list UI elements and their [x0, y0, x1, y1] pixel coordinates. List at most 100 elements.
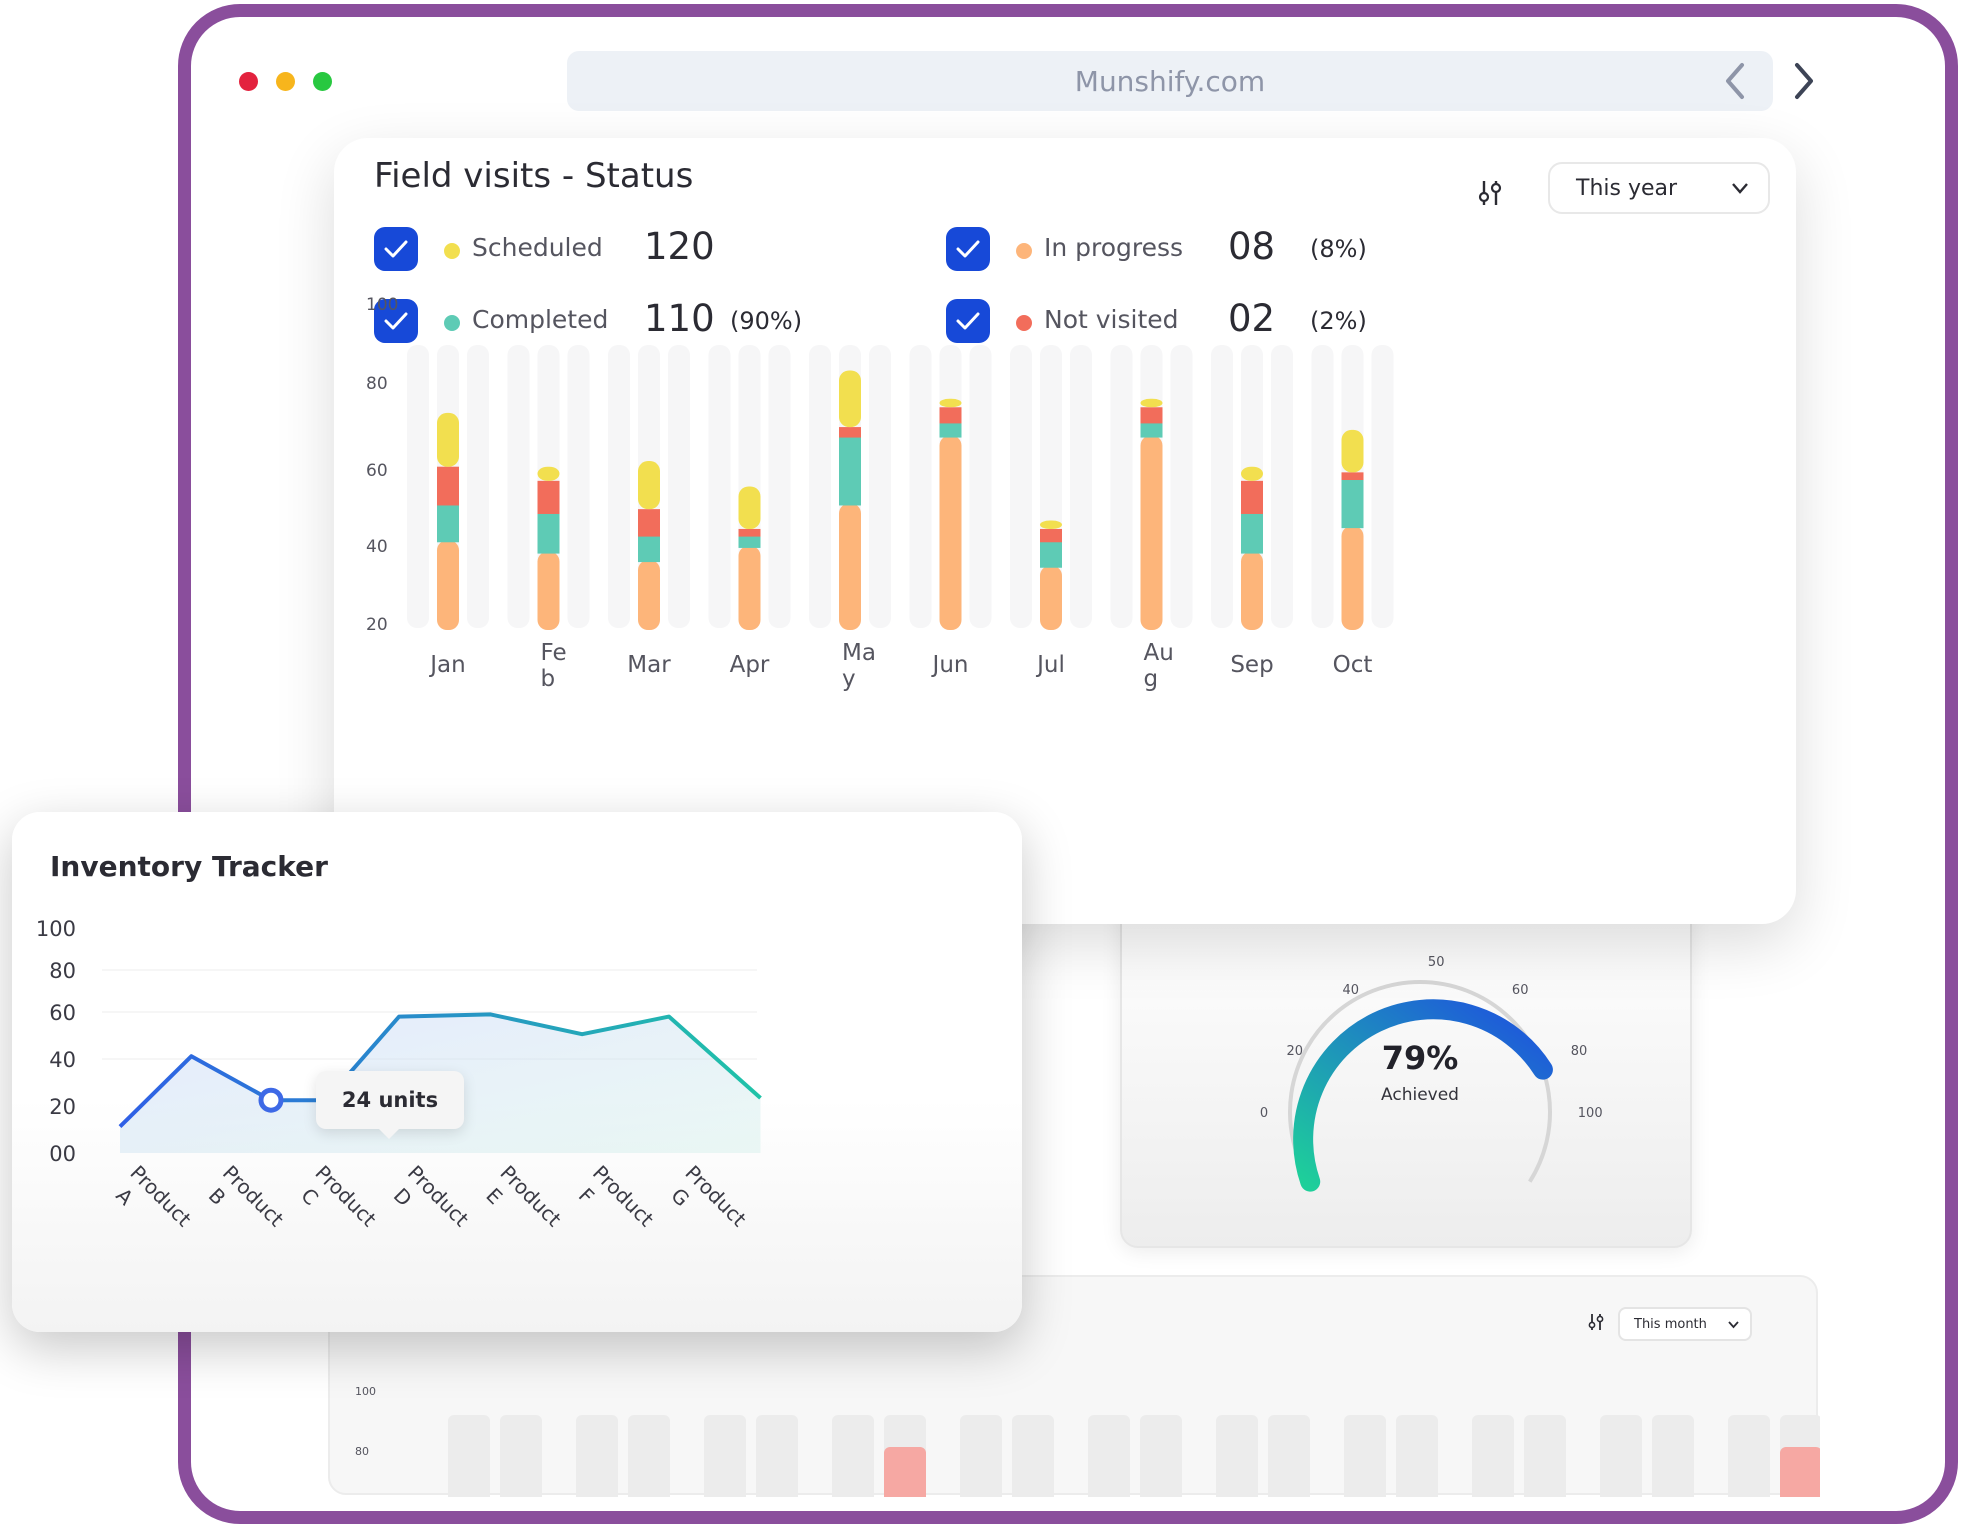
bar-segment-scheduled [939, 398, 962, 408]
y-tick-label: 80 [355, 1445, 369, 1458]
x-tick-label: Fe [541, 640, 567, 666]
bar-segment-scheduled [839, 370, 861, 428]
checkbox-in-progress[interactable] [946, 227, 990, 271]
legend-item-in-progress[interactable]: In progress 08 (8%) [946, 225, 1367, 273]
bar-segment-in-progress [939, 435, 962, 630]
gauge-caption: Achieved [1381, 1085, 1459, 1105]
bar-track [1344, 1415, 1386, 1497]
bar-segment-completed [939, 421, 962, 438]
bar-track [969, 345, 992, 628]
bar-track [1070, 345, 1092, 628]
chart-tooltip: 24 units [316, 1071, 464, 1139]
check-icon [384, 312, 408, 330]
bar-segment-scheduled [437, 412, 459, 467]
bar-segment-completed [437, 503, 459, 543]
minimize-window-dot[interactable] [276, 72, 295, 91]
bar-segment-not-visited [939, 407, 962, 424]
y-tick-label: 40 [49, 1048, 76, 1072]
x-tick-label: Au [1144, 640, 1174, 666]
period-select[interactable]: This month [1618, 1307, 1752, 1341]
forward-arrow-icon[interactable] [1781, 57, 1825, 105]
x-tick-label: Mar [627, 652, 671, 678]
gauge-chart: 0 20 40 50 60 80 100 79% Achieved [1260, 955, 1603, 1192]
bar-segment-not-visited [1341, 472, 1364, 481]
y-tick-label: 40 [366, 537, 388, 557]
gauge-tick-label: 0 [1260, 1106, 1268, 1121]
bar-track [1010, 345, 1032, 628]
gauge-tick-label: 50 [1428, 955, 1445, 970]
bar-segment-not-visited [1241, 480, 1263, 514]
legend-item-not-visited[interactable]: Not visited 02 (2%) [946, 297, 1367, 345]
bar-segment-not-visited [738, 528, 761, 537]
bar-track [1271, 345, 1293, 628]
tooltip-text: 24 units [341, 1088, 439, 1112]
bar-segment-completed [1341, 478, 1364, 529]
bar-segment-in-progress [839, 503, 861, 630]
gauge-tick-label: 100 [1578, 1106, 1603, 1121]
maximize-window-dot[interactable] [313, 72, 332, 91]
bar-track [668, 345, 690, 628]
checkbox-completed[interactable] [374, 299, 418, 343]
bar-segment-completed [738, 534, 761, 548]
period-select[interactable]: This year [1548, 162, 1770, 214]
bar-track [704, 1415, 746, 1497]
url-text: Munshify.com [1074, 64, 1266, 98]
x-tick-label: b [541, 666, 556, 692]
y-tick-label: 80 [49, 959, 76, 983]
gauge-tick-label: 20 [1287, 1044, 1304, 1059]
bar-track [1652, 1415, 1694, 1497]
gauge-tick-label: 60 [1512, 983, 1529, 998]
y-tick-label: 100 [366, 295, 398, 315]
bar-segment-scheduled [1341, 429, 1364, 473]
inventory-tracker-card: Inventory Tracker 100 80 60 40 20 00 Product A P… [12, 812, 1022, 1332]
x-tick-label-line: Product [495, 1161, 566, 1232]
bar-track [628, 1415, 670, 1497]
legend-dot [1016, 243, 1032, 259]
legend-value: 08 [1228, 225, 1276, 268]
bar-track [567, 345, 590, 628]
gauge-tick-label: 40 [1343, 983, 1360, 998]
bar-track [1472, 1415, 1514, 1497]
card-title: Inventory Tracker [50, 850, 328, 883]
stacked-bar-chart: 100 80 60 40 20 Jan Feb Mar Apr May Jun Jul Aug Sep Oc… [366, 295, 1394, 692]
y-tick-label: 20 [49, 1095, 76, 1119]
checkbox-not-visited[interactable] [946, 299, 990, 343]
filter-icon[interactable] [1587, 1312, 1605, 1332]
bar-track [576, 1415, 618, 1497]
x-tick-label-line: B [204, 1183, 231, 1210]
x-tick-label-line: A [111, 1183, 138, 1210]
field-visits-card: Field visits - Status This year Schedule… [334, 138, 1796, 924]
gauge-card: 0 20 40 50 60 80 100 79% Achieved [1120, 900, 1692, 1248]
x-tick-label-line: F [574, 1183, 599, 1208]
legend-item-scheduled[interactable]: Scheduled 120 [374, 225, 794, 273]
legend-label: Scheduled [472, 233, 603, 262]
bar-segment-not-visited [437, 466, 459, 506]
close-window-dot[interactable] [239, 72, 258, 91]
chevron-down-icon [1728, 1321, 1739, 1329]
filter-icon[interactable] [1476, 178, 1504, 208]
bar-track [1524, 1415, 1566, 1497]
x-tick-label-line: G [666, 1183, 694, 1211]
bar-segment-completed [537, 511, 560, 554]
bar-track [832, 1415, 874, 1497]
legend-dot [444, 243, 460, 259]
bar-track [1211, 345, 1233, 628]
y-tick-label: 00 [49, 1142, 76, 1166]
checkbox-scheduled[interactable] [374, 227, 418, 271]
bar-segment-in-progress [638, 560, 660, 630]
legend-item-completed[interactable]: Completed 110 (90%) [374, 297, 802, 345]
y-tick-label: 100 [36, 917, 76, 941]
legend-label: In progress [1044, 233, 1184, 262]
bar-segment-not-visited [537, 480, 560, 514]
bar-track [1110, 345, 1133, 628]
back-arrow-icon[interactable] [1714, 57, 1758, 105]
x-tick-label-line: D [389, 1183, 417, 1211]
bar-track [708, 345, 731, 628]
bar-track [1140, 1415, 1182, 1497]
url-bar[interactable]: Munshify.com [567, 51, 1773, 111]
bar-track [809, 345, 831, 628]
